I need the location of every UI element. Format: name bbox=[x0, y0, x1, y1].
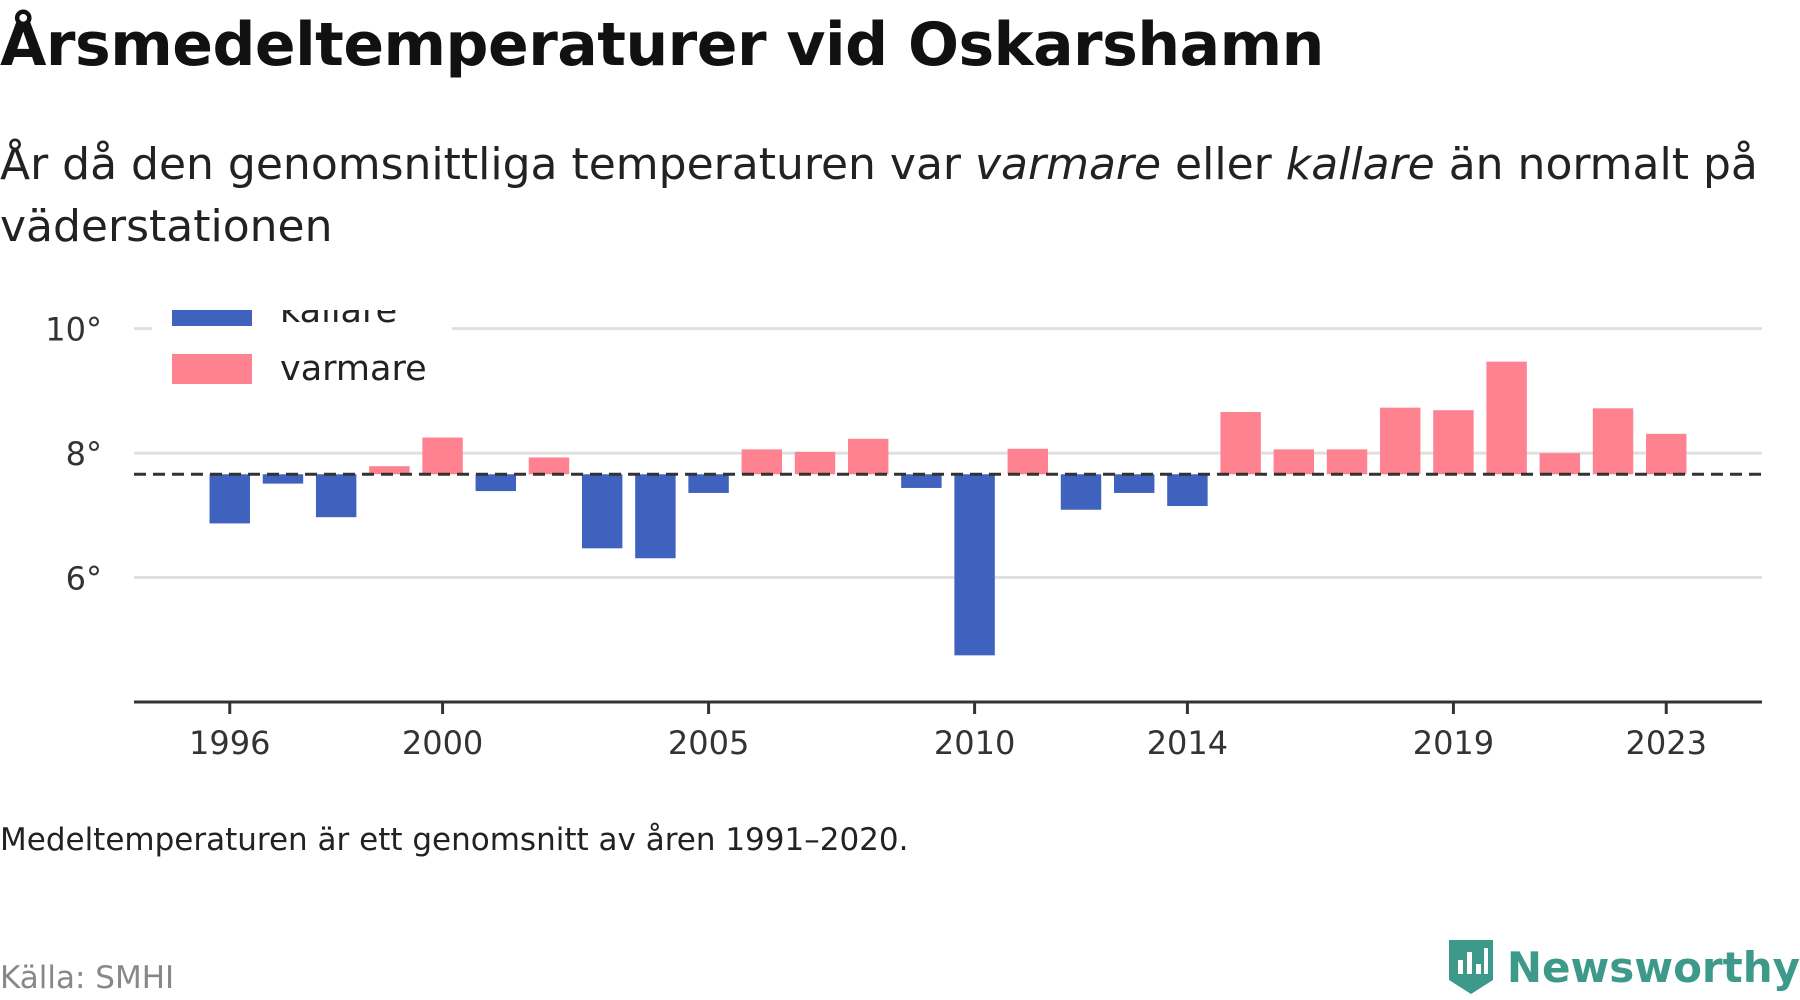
x-tick-label: 2023 bbox=[1626, 724, 1707, 762]
x-tick-label: 2019 bbox=[1413, 724, 1494, 762]
bar-2008 bbox=[847, 438, 889, 475]
bar-2007 bbox=[794, 451, 836, 475]
bar-1997 bbox=[262, 474, 304, 484]
bar-2022 bbox=[1592, 408, 1634, 475]
x-tick-label: 2014 bbox=[1147, 724, 1228, 762]
legend-swatch-varmare bbox=[172, 354, 252, 384]
subtitle-kallare: kallare bbox=[1285, 139, 1435, 190]
legend-swatch-kallare bbox=[172, 310, 252, 326]
y-tick-label: 6° bbox=[66, 560, 102, 598]
x-tick-label: 2005 bbox=[668, 724, 749, 762]
bar-2003 bbox=[581, 474, 623, 549]
bar-chart: 6° 8° 10° 1996 2000 2005 2010 2014 2019 2023 kalla… bbox=[45, 310, 1762, 762]
bar-2016 bbox=[1273, 449, 1315, 475]
chart-subtitle: År då den genomsnittliga temperaturen va… bbox=[0, 134, 1760, 258]
bar-1998 bbox=[315, 474, 357, 518]
chart-title: Årsmedeltemperaturer vid Oskarshamn bbox=[0, 10, 1324, 80]
bar-2004 bbox=[635, 474, 676, 559]
bar-2006 bbox=[741, 449, 783, 475]
subtitle-text-1: År då den genomsnittliga temperaturen va… bbox=[0, 139, 975, 190]
source-text: Källa: SMHI bbox=[0, 960, 175, 996]
subtitle-text-2: eller bbox=[1161, 139, 1286, 190]
subtitle-text-3: än normalt på väderstationen bbox=[0, 139, 1758, 252]
bar-2011 bbox=[1007, 448, 1049, 475]
bar-2000 bbox=[422, 437, 463, 475]
bar-2021 bbox=[1539, 453, 1581, 475]
bar-1999 bbox=[369, 466, 410, 475]
bar-2020 bbox=[1486, 361, 1527, 475]
bar-1996 bbox=[209, 474, 250, 524]
bar-2014 bbox=[1167, 474, 1208, 506]
footnote: Medeltemperaturen är ett genomsnitt av å… bbox=[0, 822, 909, 858]
bar-2009 bbox=[901, 474, 942, 488]
brand-name: Newsworthy bbox=[1506, 942, 1800, 992]
newsworthy-logo-icon bbox=[1448, 940, 1493, 994]
y-tick-label: 10° bbox=[45, 311, 102, 349]
bar-2002 bbox=[528, 457, 570, 475]
legend-label-varmare: varmare bbox=[280, 349, 427, 389]
x-tick-label: 2010 bbox=[934, 724, 1015, 762]
legend-label-kallare: kallare bbox=[280, 310, 397, 331]
bar-2012 bbox=[1060, 474, 1102, 510]
brand: Newsworthy bbox=[1447, 938, 1800, 996]
subtitle-varmare: varmare bbox=[974, 139, 1162, 190]
bar-2010 bbox=[954, 474, 995, 656]
bar-2023 bbox=[1646, 433, 1687, 475]
bar-2018 bbox=[1380, 407, 1421, 475]
bar-2013 bbox=[1113, 474, 1155, 493]
bar-2005 bbox=[688, 474, 729, 493]
y-tick-label: 8° bbox=[66, 435, 102, 473]
bar-2015 bbox=[1220, 412, 1261, 475]
bar-2019 bbox=[1433, 410, 1474, 475]
x-tick-label: 2000 bbox=[402, 724, 483, 762]
x-tick-label: 1996 bbox=[189, 724, 270, 762]
bar-2001 bbox=[475, 474, 516, 492]
bar-2017 bbox=[1326, 449, 1368, 475]
